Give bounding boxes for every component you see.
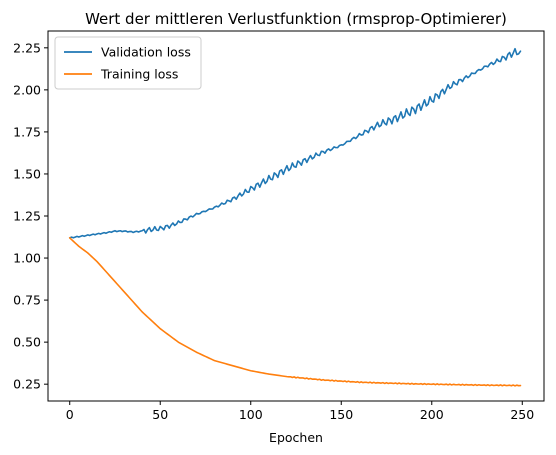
y-tick-label: 2.00 (13, 82, 41, 97)
y-tick-label: 0.50 (13, 335, 41, 350)
legend-label: Training loss (100, 67, 178, 82)
y-tick-label: 0.25 (13, 377, 41, 392)
x-tick-label: 200 (420, 407, 444, 422)
x-tick-label: 150 (329, 407, 353, 422)
x-tick-label: 0 (66, 407, 74, 422)
plot-area: 0 50 100 150 200 250 0.25 0.50 0.75 1.00 1.25 1.50 1… (13, 30, 545, 422)
legend: Validation loss Training loss (54, 36, 202, 90)
y-tick-label: 1.25 (13, 209, 41, 224)
x-axis-title: Epochen (269, 430, 323, 445)
legend-label: Validation loss (101, 45, 191, 60)
series-line-validation-loss (68, 47, 522, 239)
y-tick-label: 2.25 (13, 40, 41, 55)
y-tick-label: 0.75 (13, 293, 41, 308)
chart-title: Wert der mittleren Verlustfunktion (rmsp… (85, 10, 507, 28)
y-tick-label: 1.75 (13, 124, 41, 139)
y-tick-label: 1.00 (13, 251, 41, 266)
series-line-training-loss (68, 237, 522, 387)
x-tick-label: 50 (152, 407, 168, 422)
y-tick-label: 1.50 (13, 166, 41, 181)
x-tick-label: 100 (239, 407, 263, 422)
x-tick-label: 250 (510, 407, 534, 422)
legend-box (54, 36, 202, 90)
